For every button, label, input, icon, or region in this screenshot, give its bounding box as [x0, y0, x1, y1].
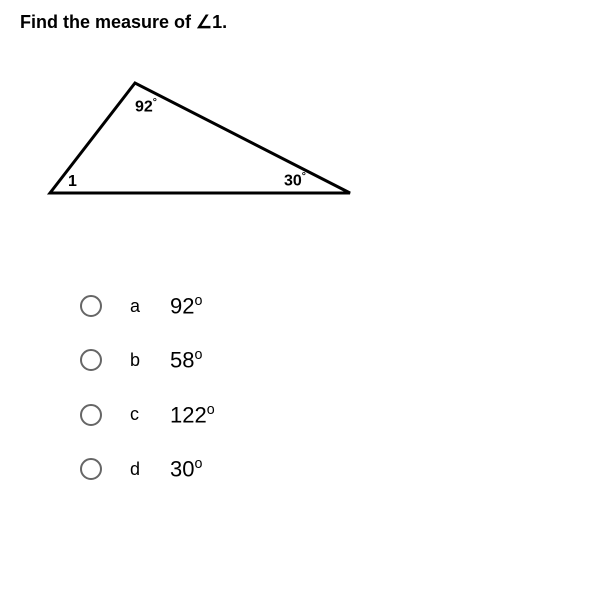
triangle-diagram: 92° 30° 1 [40, 73, 360, 203]
answer-options: a 92o b 58o c 122o d 30o [80, 293, 575, 482]
option-b-deg: o [194, 347, 202, 363]
option-b-row[interactable]: b 58o [80, 347, 575, 373]
radio-d[interactable] [80, 458, 102, 480]
option-d-row[interactable]: d 30o [80, 456, 575, 482]
option-c-num: 122 [170, 402, 207, 427]
top-angle-value: 92 [135, 98, 153, 115]
radio-a[interactable] [80, 295, 102, 317]
option-d-label: d [130, 459, 170, 480]
option-b-value: 58o [170, 347, 202, 373]
angle-number: 1. [212, 12, 227, 32]
option-a-num: 92 [170, 293, 194, 318]
bottom-left-angle-label: 1 [68, 173, 77, 191]
option-a-deg: o [194, 293, 202, 309]
option-d-num: 30 [170, 456, 194, 481]
option-a-value: 92o [170, 293, 202, 319]
option-a-label: a [130, 296, 170, 317]
option-d-value: 30o [170, 456, 202, 482]
triangle-svg [40, 73, 360, 203]
question-prompt: Find the measure of ∠1. [20, 12, 575, 33]
option-b-num: 58 [170, 348, 194, 373]
bottom-right-angle-label: 30° [284, 171, 306, 190]
angle-symbol: ∠ [196, 12, 212, 32]
br-angle-value: 30 [284, 172, 302, 189]
option-c-value: 122o [170, 402, 215, 428]
br-angle-degree: ° [302, 171, 306, 182]
top-angle-degree: ° [153, 97, 157, 108]
option-a-row[interactable]: a 92o [80, 293, 575, 319]
top-angle-label: 92° [135, 97, 157, 116]
question-prefix: Find the measure of [20, 12, 196, 32]
option-c-label: c [130, 404, 170, 425]
option-d-deg: o [194, 456, 202, 472]
option-c-deg: o [207, 402, 215, 418]
bl-angle-value: 1 [68, 173, 77, 190]
radio-c[interactable] [80, 404, 102, 426]
option-c-row[interactable]: c 122o [80, 402, 575, 428]
option-b-label: b [130, 350, 170, 371]
radio-b[interactable] [80, 349, 102, 371]
